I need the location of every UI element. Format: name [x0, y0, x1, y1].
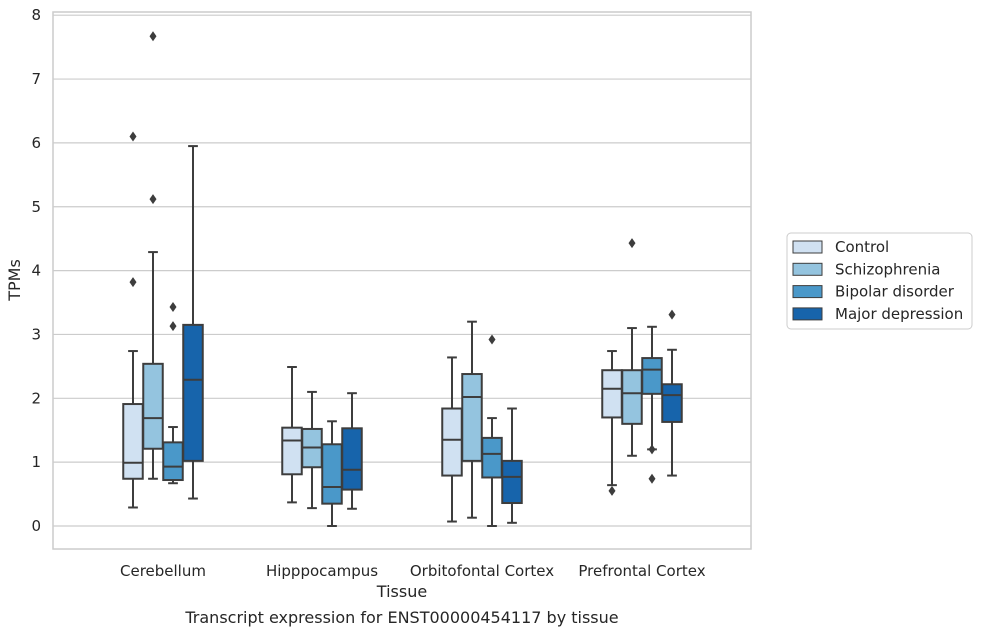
box-body	[501, 459, 523, 505]
series-control	[122, 131, 623, 523]
plot-background	[53, 12, 751, 549]
box-body	[122, 403, 144, 480]
box-body	[481, 436, 503, 479]
legend-swatch	[792, 240, 823, 254]
outlier-point	[129, 277, 137, 288]
outlier-point	[169, 321, 177, 332]
x-tick-label: Prefrontal Cortex	[578, 562, 705, 580]
box-body	[441, 407, 463, 477]
box	[501, 407, 523, 524]
legend-label: Bipolar disorder	[835, 283, 955, 301]
outlier-point	[608, 485, 616, 496]
outlier-point	[129, 131, 137, 142]
box	[122, 131, 144, 509]
legend-label: Control	[835, 238, 889, 256]
series-major-depression	[182, 145, 683, 524]
y-tick-label: 3	[31, 325, 41, 343]
box	[182, 145, 204, 500]
outlier-point	[628, 238, 636, 249]
x-tick-label: Hipppocampus	[266, 562, 378, 580]
box	[461, 320, 483, 519]
y-tick-label: 5	[31, 198, 41, 216]
outlier-point	[488, 334, 496, 345]
box-body	[162, 441, 184, 482]
legend-swatch	[792, 262, 823, 276]
plot-frame	[52, 11, 752, 550]
box	[142, 31, 164, 480]
outlier-point	[648, 444, 656, 455]
box-body	[661, 383, 683, 423]
box-body	[182, 323, 204, 462]
y-tick-labels: 0 1 2 3 4 5 6 7 8	[31, 6, 41, 535]
y-tick-label: 4	[31, 262, 41, 280]
box	[481, 334, 503, 527]
box	[441, 356, 463, 523]
outlier-point	[149, 194, 157, 205]
box-body	[142, 362, 164, 450]
series-schizophrenia	[142, 31, 643, 519]
box	[661, 309, 683, 477]
box	[301, 390, 323, 510]
y-tick-label: 1	[31, 453, 41, 471]
series-bipolar-disorder	[162, 301, 663, 527]
outlier-point	[648, 473, 656, 484]
box-body	[641, 357, 663, 395]
box	[601, 350, 623, 496]
outlier-point	[169, 301, 177, 312]
legend-swatch	[792, 285, 823, 299]
y-tick-label: 0	[31, 517, 41, 535]
box	[641, 325, 663, 484]
y-tick-label: 7	[31, 70, 41, 88]
x-tick-label: Orbitofontal Cortex	[410, 562, 554, 580]
box	[341, 392, 363, 510]
x-tick-label: Cerebellum	[120, 562, 206, 580]
x-tick-labels: Cerebellum Hipppocampus Orbitofontal Corte…	[120, 562, 706, 580]
box-body	[281, 426, 303, 476]
legend-label: Schizophrenia	[835, 260, 940, 278]
legend-swatch	[792, 307, 823, 321]
box-body	[601, 369, 623, 419]
box-body	[341, 427, 363, 491]
chart-caption: Transcript expression for ENST0000045411…	[184, 608, 618, 627]
legend: Control Schizophrenia Bipolar disorder Majo…	[786, 232, 973, 330]
y-tick-label: 6	[31, 134, 41, 152]
outlier-point	[668, 309, 676, 320]
x-axis-title: Tissue	[376, 582, 427, 601]
legend-frame	[786, 232, 973, 330]
y-tick-label: 2	[31, 389, 41, 407]
y-tick-label: 8	[31, 6, 41, 24]
outlier-point	[149, 31, 157, 42]
box-body	[461, 373, 483, 462]
box	[162, 301, 184, 485]
legend-label: Major depression	[835, 305, 963, 323]
box-body	[321, 443, 343, 505]
box-series	[122, 31, 683, 527]
y-axis-title: TPMs	[5, 259, 24, 302]
box-body	[621, 369, 643, 425]
box	[621, 238, 643, 457]
